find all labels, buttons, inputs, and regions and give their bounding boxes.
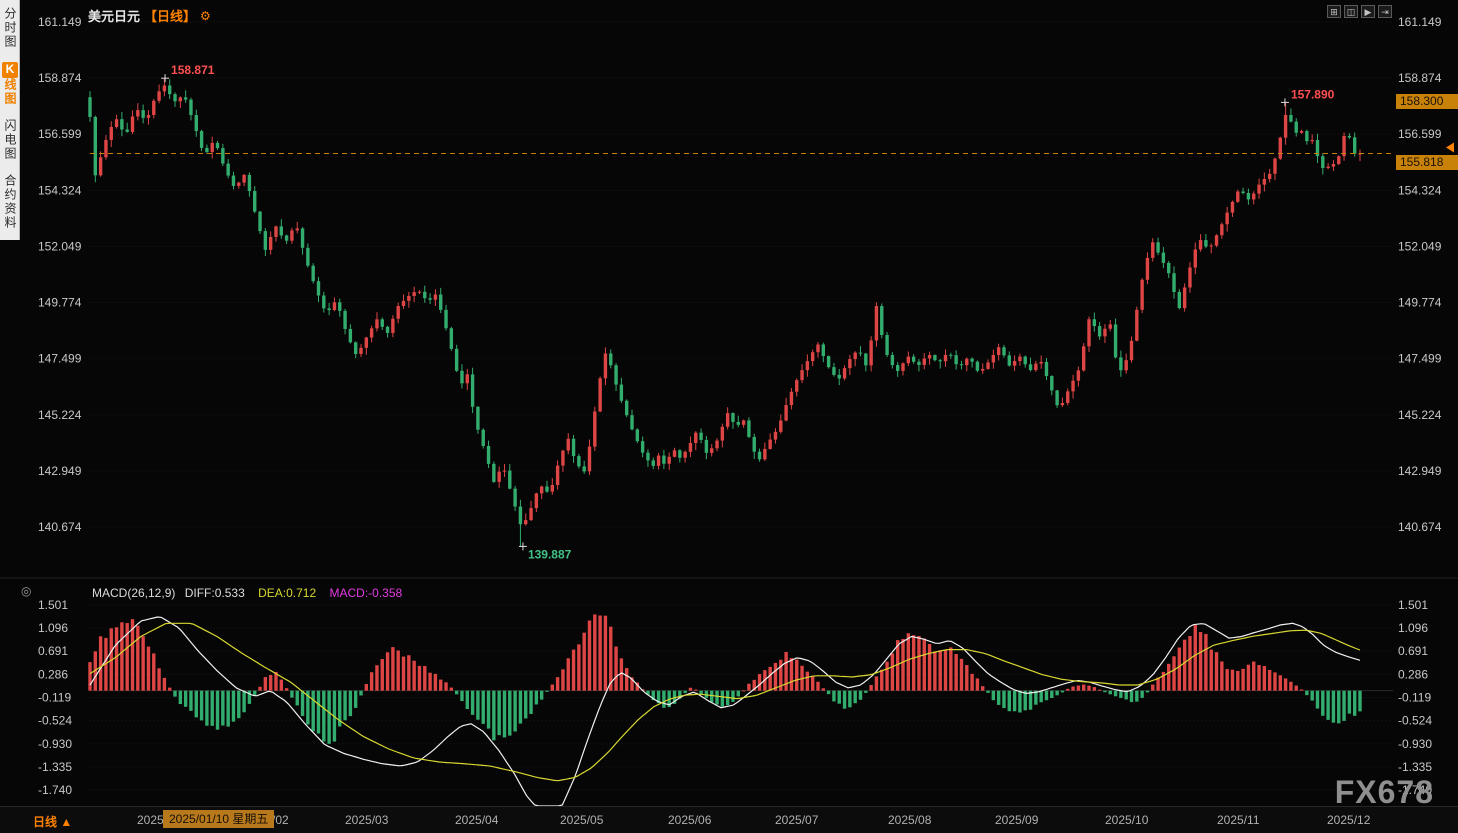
- sidebar-tab-time-chart[interactable]: 分时图: [3, 7, 17, 49]
- chart-title: 美元日元 【日线】 ⚙: [88, 6, 211, 25]
- macd-diff-value: DIFF:0.533: [184, 586, 245, 600]
- x-axis-label: 2025/11: [1217, 813, 1260, 827]
- x-axis-label: 2025/08: [888, 813, 932, 827]
- axis-tick-label: -1.335: [1398, 760, 1432, 774]
- axis-tick-label: -0.930: [38, 737, 72, 751]
- symbol-name: 美元日元: [88, 9, 141, 24]
- axis-tick-label: 147.499: [38, 352, 82, 366]
- axis-tick-label: 142.949: [38, 464, 82, 478]
- brand-watermark: FX678: [1334, 774, 1434, 810]
- sidebar-tab-lightning-chart[interactable]: 闪电图: [3, 119, 17, 161]
- axis-tick-label: 1.501: [38, 598, 68, 612]
- axis-tick-label: -0.930: [1398, 737, 1432, 751]
- macd-indicator-row: MACD(26,12,9) DIFF:0.533 DEA:0.712 MACD:…: [92, 586, 402, 600]
- chart-type-sidebar: 分时图 K线图 闪电图 合约资料: [0, 0, 20, 240]
- axis-tick-label: -0.119: [38, 690, 71, 704]
- x-axis-label: 2025/07: [775, 813, 819, 827]
- crosshair-date-chip: 2025/01/10 星期五: [163, 810, 275, 828]
- axis-tick-label: 156.599: [38, 127, 82, 141]
- time-axis-bar[interactable]: 日线 ▲ 2025/01/10 星期五 2025/02 2025/03 2025/0…: [0, 806, 1458, 833]
- axis-tick-label: 145.224: [38, 408, 82, 422]
- axis-labels: 161.149 161.149 158.874 158.874 156.599 156.5…: [38, 15, 1442, 797]
- kline-label: 线图: [3, 78, 17, 106]
- axis-tick-label: 149.774: [1398, 296, 1442, 310]
- indicator-settings-icon[interactable]: ◎: [21, 584, 32, 598]
- period-selector[interactable]: 日线 ▲: [33, 815, 73, 829]
- k-badge: K: [2, 62, 18, 78]
- price-tag: 158.300: [1396, 94, 1458, 110]
- price-tag: 155.818: [1396, 155, 1458, 171]
- x-axis-label: 2025/09: [995, 813, 1039, 827]
- axis-tick-label: 161.149: [1398, 15, 1442, 29]
- gear-icon[interactable]: ⚙: [200, 8, 211, 23]
- x-axis-label: /02: [272, 813, 289, 827]
- axis-tick-label: 0.286: [1398, 667, 1428, 681]
- axis-tick-label: 154.324: [1398, 183, 1442, 197]
- candlestick-series: [88, 78, 1362, 547]
- macd-diff-line: [89, 616, 1361, 807]
- axis-tick-label: 147.499: [1398, 352, 1442, 366]
- price-annotation: 157.890: [1291, 87, 1335, 101]
- axis-tick-label: -0.119: [1398, 690, 1431, 704]
- x-axis-label: 2025/10: [1105, 813, 1149, 827]
- window-controls: ⊞ ◫ ▶ ⇥: [1327, 5, 1392, 18]
- macd-dea-line: [89, 622, 1361, 782]
- axis-tick-label: 142.949: [1398, 464, 1442, 478]
- chevron-up-icon: ▲: [60, 815, 73, 829]
- play-button[interactable]: ▶: [1361, 5, 1375, 18]
- x-axis-label: 2025/03: [345, 813, 389, 827]
- axis-tick-label: 156.599: [1398, 127, 1442, 141]
- axis-tick-label: 1.501: [1398, 598, 1428, 612]
- axis-tick-label: 161.149: [38, 15, 82, 29]
- sidebar-tab-kline-chart[interactable]: K线图: [0, 62, 19, 106]
- macd-histogram: [88, 614, 1362, 744]
- axis-tick-label: 145.224: [1398, 408, 1442, 422]
- axis-tick-label: 1.096: [1398, 621, 1428, 635]
- axis-tick-label: -0.524: [38, 714, 72, 728]
- axis-tick-label: 158.874: [1398, 71, 1442, 85]
- axis-tick-label: -0.524: [1398, 714, 1432, 728]
- x-axis-label: 2025/12: [1327, 813, 1371, 827]
- axis-tick-label: -1.335: [38, 760, 72, 774]
- axis-tick-label: 152.049: [38, 239, 82, 253]
- axis-tick-label: 149.774: [38, 296, 82, 310]
- macd-hist-value: MACD:-0.358: [329, 586, 403, 600]
- axis-tick-label: 0.286: [38, 667, 68, 681]
- x-axis-label: 2025/06: [668, 813, 712, 827]
- step-forward-button[interactable]: ⇥: [1378, 5, 1392, 18]
- price-annotation: 139.887: [528, 547, 572, 561]
- axis-tick-label: 0.691: [38, 644, 68, 658]
- axis-tick-label: 140.674: [38, 520, 82, 534]
- macd-params-label: MACD(26,12,9): [92, 586, 176, 600]
- sidebar-tab-contract-info[interactable]: 合约资料: [3, 174, 17, 230]
- x-axis-label: 2025: [137, 813, 164, 827]
- axis-tick-label: 0.691: [1398, 644, 1428, 658]
- pane-toggle-button[interactable]: ◫: [1344, 5, 1358, 18]
- axis-tick-label: 158.874: [38, 71, 82, 85]
- current-price-arrow-icon: [1446, 142, 1454, 153]
- price-annotation: 158.871: [171, 63, 215, 77]
- macd-dea-value: DEA:0.712: [258, 586, 317, 600]
- period-tag: 【日线】: [144, 9, 197, 24]
- axis-tick-label: -1.740: [1398, 783, 1432, 797]
- axis-tick-label: -1.740: [38, 783, 72, 797]
- axis-tick-label: 152.049: [1398, 239, 1442, 253]
- price-annotations: 158.871 157.890 139.887: [161, 63, 1335, 561]
- axis-tick-label: 140.674: [1398, 520, 1442, 534]
- axis-tick-label: 154.324: [38, 183, 82, 197]
- x-axis-label: 2025/04: [455, 813, 499, 827]
- axis-tick-label: 1.096: [38, 621, 68, 635]
- layout-grid-button[interactable]: ⊞: [1327, 5, 1341, 18]
- x-axis-label: 2025/05: [560, 813, 604, 827]
